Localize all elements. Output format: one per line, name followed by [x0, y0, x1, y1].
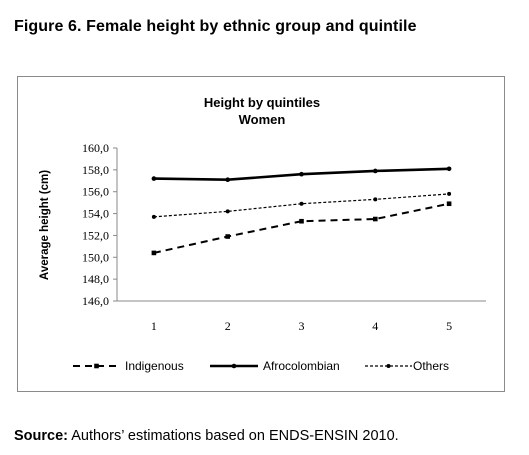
legend: Indigenous Afrocolombian Others: [73, 359, 449, 373]
series-line-indigenous: [153, 202, 450, 254]
data-point-others: [447, 191, 452, 196]
x-tick-label: 5: [446, 319, 452, 333]
y-tick-label: 148,0: [82, 272, 109, 286]
y-axis-title: Average height (cm): [39, 170, 51, 280]
x-axis-ticks: 1 2 3 4 5: [151, 319, 452, 333]
data-point-others: [299, 201, 304, 206]
data-point-others: [373, 197, 378, 202]
chart-subtitle: Women: [239, 112, 286, 127]
legend-label-indigenous: Indigenous: [125, 359, 184, 373]
data-point-others: [151, 214, 156, 219]
y-tick-label: 150,0: [82, 250, 109, 264]
legend-marker-others: [386, 364, 391, 368]
legend-marker-indigenous: [94, 363, 99, 369]
series-layer: [151, 166, 452, 256]
data-point-afrocolombian: [299, 171, 304, 177]
y-tick-label: 156,0: [82, 185, 109, 199]
y-axis-ticks: 146,0 148,0 150,0 152,0 154,0 156,0 158,0 160,0: [82, 141, 117, 308]
y-tick-label: 154,0: [82, 207, 109, 221]
data-point-afrocolombian: [225, 177, 230, 182]
data-point-indigenous: [373, 216, 378, 222]
x-tick-label: 4: [372, 319, 378, 333]
data-point-afrocolombian: [373, 168, 378, 174]
series-line-others: [153, 193, 450, 218]
chart-frame: Height by quintiles Women Average height…: [17, 76, 505, 392]
source-label: Source:: [14, 428, 68, 444]
x-tick-label: 3: [299, 319, 305, 333]
line-chart: Height by quintiles Women Average height…: [39, 95, 486, 373]
data-point-indigenous: [225, 234, 230, 239]
y-tick-label: 146,0: [82, 294, 109, 308]
legend-label-others: Others: [413, 359, 449, 373]
chart-title: Height by quintiles: [204, 95, 320, 110]
source-note: Source: Authors’ estimations based on EN…: [14, 428, 399, 444]
data-point-indigenous: [446, 201, 452, 207]
data-point-afrocolombian: [446, 166, 452, 172]
legend-marker-afrocolombian: [231, 363, 237, 369]
y-tick-label: 152,0: [82, 228, 109, 242]
x-tick-label: 1: [151, 319, 157, 333]
data-point-afrocolombian: [151, 176, 157, 181]
legend-label-afrocolombian: Afrocolombian: [263, 359, 340, 373]
data-point-others: [225, 209, 230, 214]
data-point-indigenous: [151, 250, 157, 256]
source-text: Authors’ estimations based on ENDS-ENSIN…: [68, 428, 399, 444]
figure-title: Figure 6. Female height by ethnic group …: [14, 18, 417, 35]
x-tick-label: 2: [225, 319, 231, 333]
y-tick-label: 160,0: [82, 141, 109, 155]
y-tick-label: 158,0: [82, 163, 109, 177]
data-point-indigenous: [299, 218, 304, 224]
